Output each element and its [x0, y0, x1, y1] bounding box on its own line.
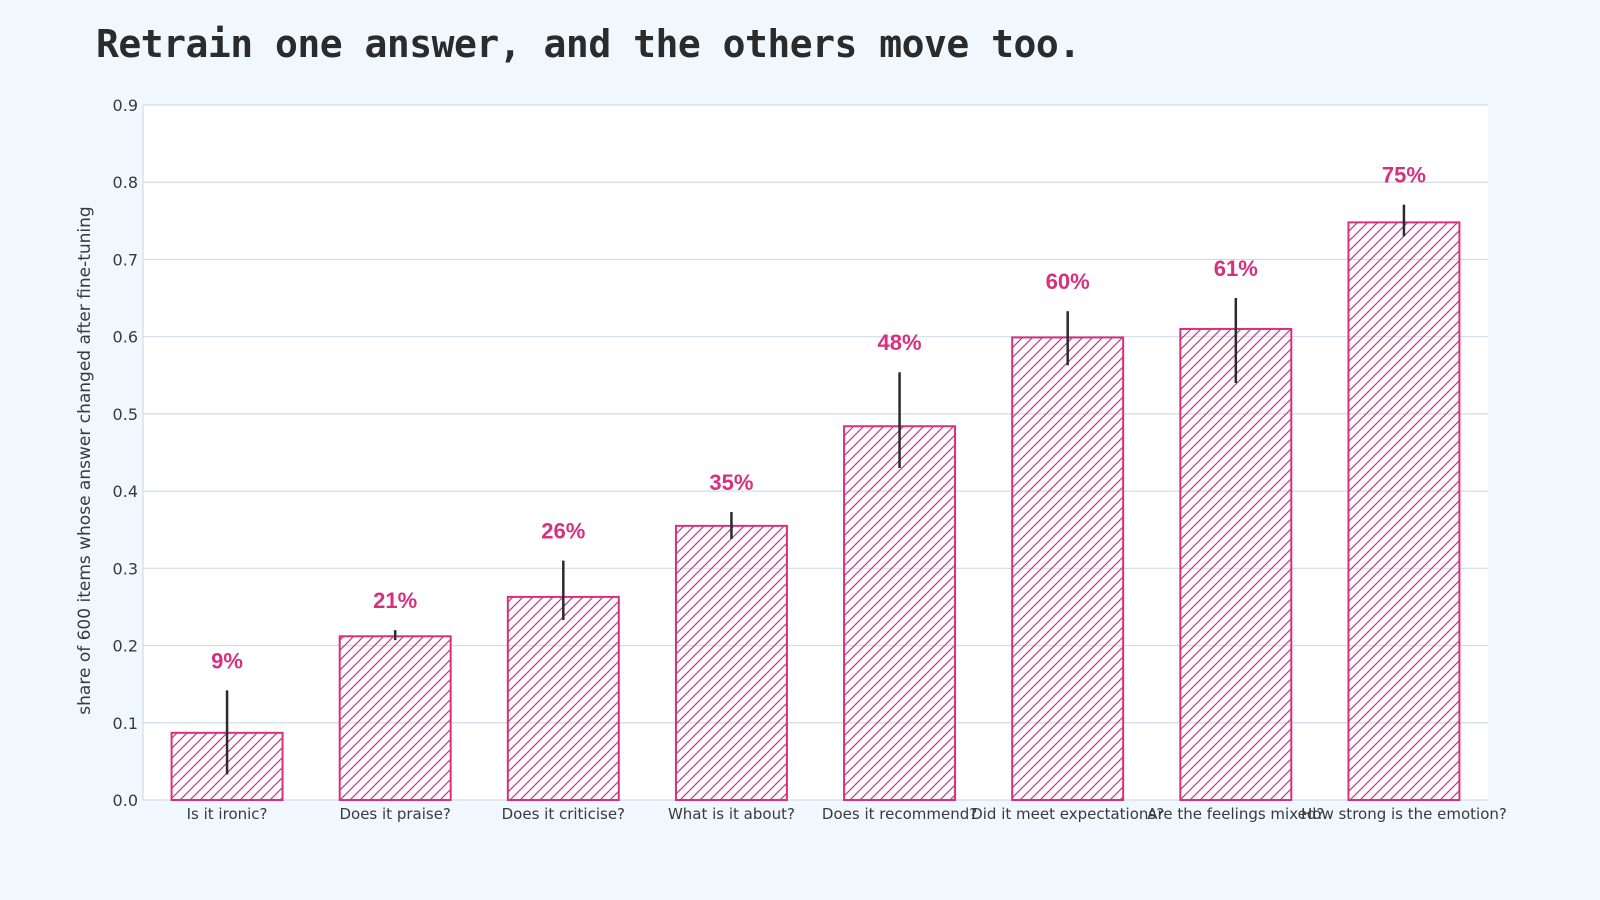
data-label: 35% — [709, 470, 753, 495]
y-tick-label: 0.0 — [113, 791, 138, 810]
data-label: 60% — [1046, 269, 1090, 294]
data-label: 48% — [878, 330, 922, 355]
bar — [1347, 221, 1461, 801]
y-axis-ticks: 0.0 0.1 0.2 0.3 0.4 0.5 0.6 0.7 0.8 0.9 — [113, 96, 138, 810]
data-label: 9% — [211, 648, 243, 673]
x-tick-label: Does it criticise? — [502, 805, 625, 823]
bar — [843, 425, 957, 801]
y-tick-label: 0.7 — [113, 250, 138, 269]
chart-title: Retrain one answer, and the others move … — [96, 22, 1081, 66]
bars — [170, 221, 1461, 802]
x-tick-label: Does it recommend? — [822, 805, 977, 823]
bar — [506, 595, 620, 802]
x-tick-label: Is it ironic? — [187, 805, 268, 823]
x-axis-ticks: Is it ironic? Does it praise? Does it crit… — [187, 805, 1507, 823]
data-label: 75% — [1382, 163, 1426, 188]
error-bars — [225, 204, 1406, 775]
y-axis-label: share of 600 items whose answer changed … — [75, 206, 95, 714]
y-tick-label: 0.2 — [113, 637, 138, 656]
y-tick-label: 0.8 — [113, 173, 138, 192]
bar — [1011, 336, 1125, 801]
data-label: 26% — [541, 519, 585, 544]
y-tick-label: 0.4 — [113, 482, 138, 501]
x-tick-label: Does it praise? — [339, 805, 450, 823]
x-tick-label: How strong is the emotion? — [1301, 805, 1507, 823]
y-tick-label: 0.6 — [113, 328, 138, 347]
x-tick-label: What is it about? — [668, 805, 795, 823]
bar — [338, 635, 452, 801]
x-tick-label: Did it meet expectations? — [971, 805, 1164, 823]
bar — [1179, 327, 1293, 801]
y-tick-label: 0.9 — [113, 96, 138, 115]
data-label: 21% — [373, 588, 417, 613]
x-tick-label: Are the feelings mixed? — [1147, 805, 1324, 823]
y-tick-label: 0.1 — [113, 714, 138, 733]
y-tick-label: 0.5 — [113, 405, 138, 424]
y-tick-label: 0.3 — [113, 559, 138, 578]
data-labels: 9% 21% 26% 35% 48% 60% 61% 75% — [211, 163, 1426, 674]
bar — [674, 524, 788, 801]
data-label: 61% — [1214, 256, 1258, 281]
